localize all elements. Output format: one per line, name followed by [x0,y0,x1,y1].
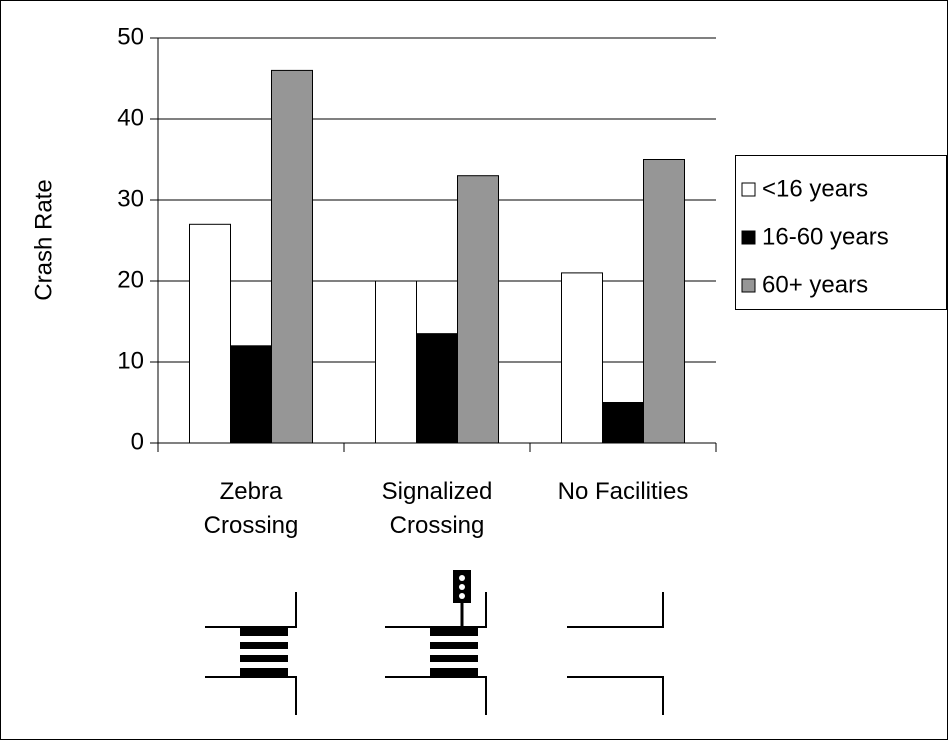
signalized-icon [385,570,487,715]
legend-label: 60+ years [762,271,868,298]
bar [375,280,417,444]
bar [457,175,499,444]
legend-swatch [741,230,756,245]
y-tick-label: 20 [117,266,144,293]
zebra-icon [205,592,297,715]
legend-label: 16-60 years [762,223,889,250]
y-tick-label: 50 [117,23,144,50]
bar [602,402,644,444]
bar [230,345,272,444]
legend-box [735,155,947,310]
bar [189,223,231,444]
y-tick-label: 40 [117,104,144,131]
bar [561,272,603,444]
no-facility-icon [567,592,664,715]
legend-label: <16 years [762,175,868,202]
x-tick-label: Signalized Crossing [381,478,493,539]
y-tick-label: 0 [131,428,144,455]
y-tick-label: 10 [117,347,144,374]
y-axis-label: Crash Rate [30,179,57,300]
y-tick-label: 30 [117,185,144,212]
x-tick-label: No Facilities [557,478,689,505]
x-tick-label: Zebra Crossing [203,478,299,539]
bar [643,159,685,444]
legend-swatch [741,182,756,197]
bar [271,69,313,444]
legend-swatch [741,278,756,293]
crossing-icons [205,570,664,715]
bar [416,333,458,444]
